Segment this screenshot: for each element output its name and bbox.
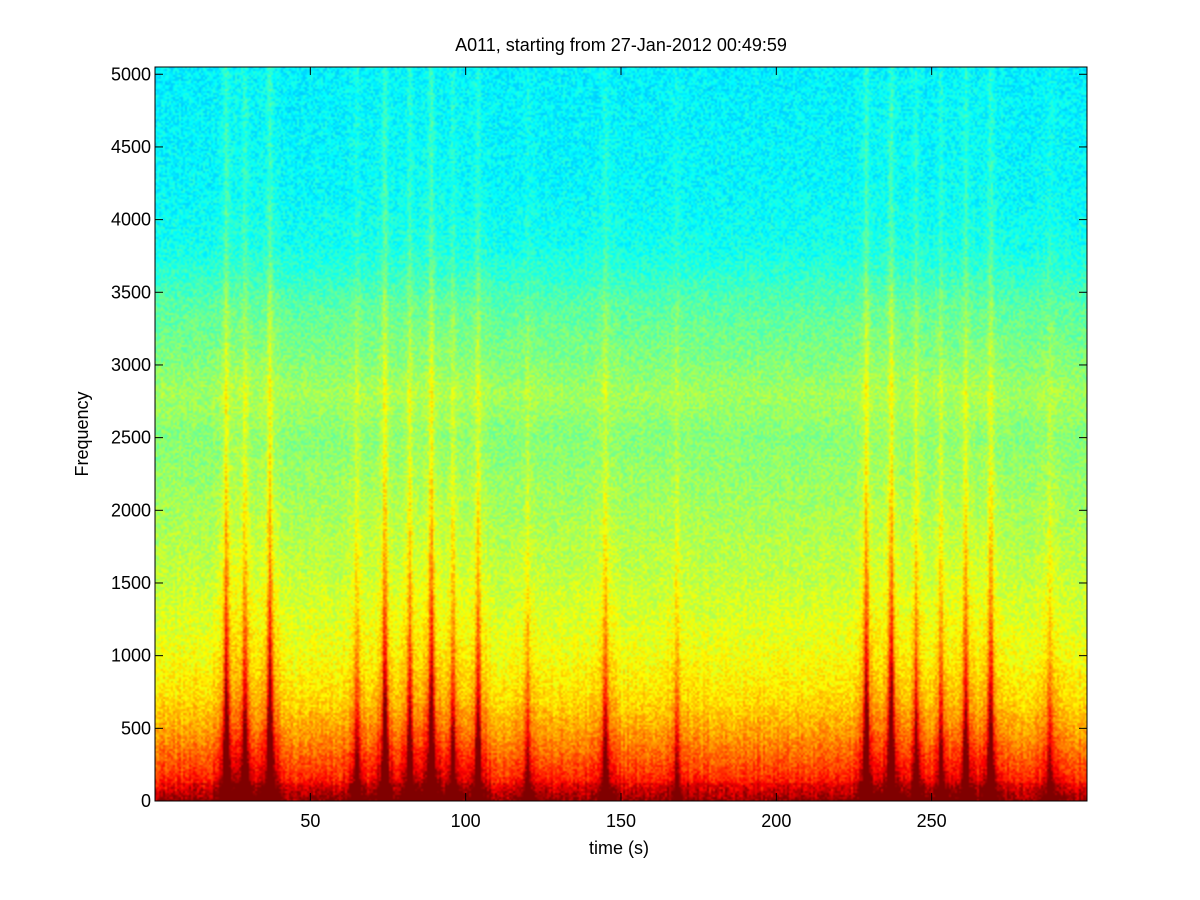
x-tick-label: 200 xyxy=(761,811,791,831)
x-axis-ticks: 50 100 150 200 250 xyxy=(300,67,947,831)
y-tick-label: 2500 xyxy=(111,428,151,448)
x-tick-label: 100 xyxy=(451,811,481,831)
spectrogram-heatmap xyxy=(155,67,1087,801)
y-tick-label: 1500 xyxy=(111,573,151,593)
x-tick-label: 150 xyxy=(606,811,636,831)
x-axis-label: time (s) xyxy=(589,838,649,858)
y-tick-label: 5000 xyxy=(111,64,151,84)
y-tick-label: 4000 xyxy=(111,210,151,230)
y-tick-label: 500 xyxy=(121,718,151,738)
plot-area xyxy=(154,66,1088,802)
y-axis-label: Frequency xyxy=(72,391,92,476)
y-tick-label: 2000 xyxy=(111,500,151,520)
y-tick-label: 3500 xyxy=(111,282,151,302)
y-tick-label: 0 xyxy=(141,791,151,811)
x-tick-label: 250 xyxy=(917,811,947,831)
y-tick-label: 1000 xyxy=(111,646,151,666)
y-axis-ticks: 0 500 1000 1500 2000 2500 3000 3500 4000 4500 5000 xyxy=(111,64,1087,811)
x-tick-label: 50 xyxy=(300,811,320,831)
y-tick-label: 3000 xyxy=(111,355,151,375)
chart-title: A011, starting from 27-Jan-2012 00:49:59 xyxy=(455,35,787,55)
y-tick-label: 4500 xyxy=(111,137,151,157)
